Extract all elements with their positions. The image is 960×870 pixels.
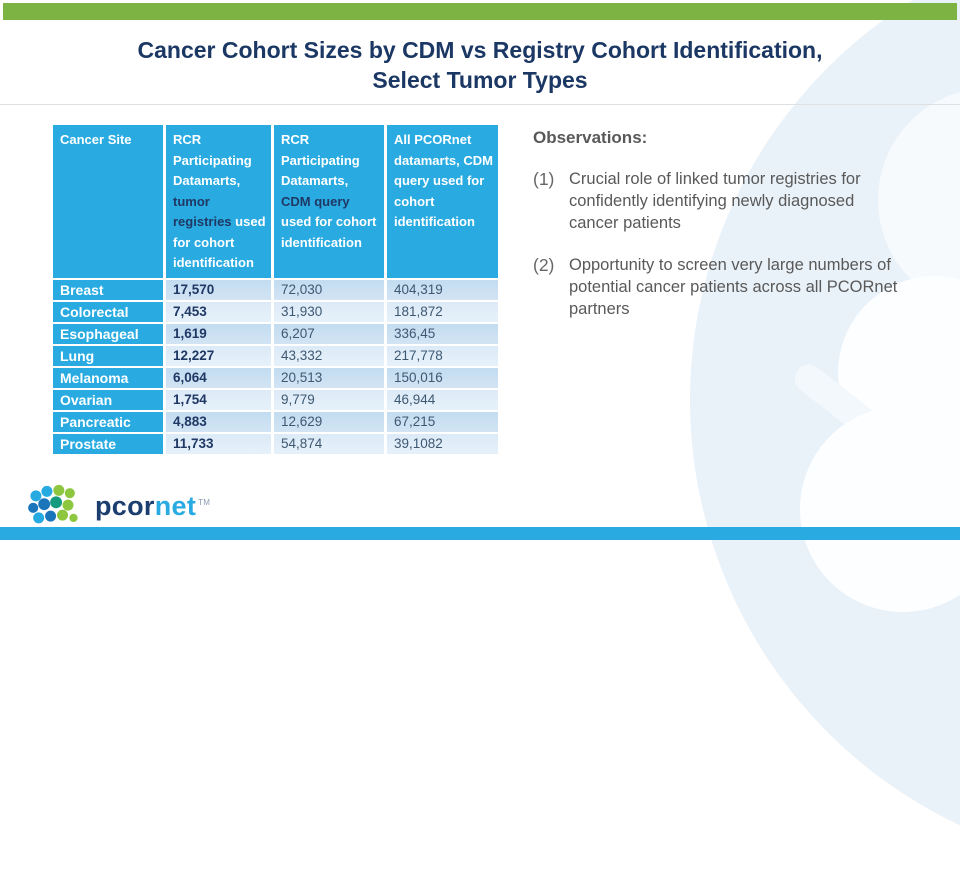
col-header-cancer-site-label: Cancer Site (60, 132, 132, 147)
observation-item-2: (2) Opportunity to screen very large num… (533, 255, 925, 320)
cell-all-pcornet-value: 181,872 (387, 301, 498, 322)
observations-panel: Observations: (1) Crucial role of linked… (533, 128, 925, 321)
col-header-rcr-registry-pre: RCR Participating Datamarts, (173, 132, 252, 188)
cell-all-pcornet-value: 39,1082 (387, 433, 498, 454)
cell-rcr-registry-value: 1,754 (166, 389, 271, 410)
cell-rcr-cdm-value: 6,207 (274, 323, 384, 344)
col-header-all-pcornet-label: All PCORnet datamarts, CDM query used fo… (394, 132, 493, 229)
table-row-site-label: Ovarian (53, 389, 163, 410)
cell-all-pcornet-value: 404,319 (387, 279, 498, 300)
table-row-site-label: Lung (53, 345, 163, 366)
cell-rcr-registry-value: 6,064 (166, 367, 271, 388)
col-header-rcr-cdm-em: CDM query (281, 193, 350, 209)
pcornet-wordmark-net: net (154, 490, 197, 521)
table-row-site-label: Colorectal (53, 301, 163, 322)
slide-title-line2: Select Tumor Types (372, 66, 588, 93)
pcornet-molecule-icon (28, 484, 78, 524)
table-row-site-label: Melanoma (53, 367, 163, 388)
cell-rcr-registry-value: 11,733 (166, 433, 271, 454)
table-row-site-label: Breast (53, 279, 163, 300)
table-row-site-label: Pancreatic (53, 411, 163, 432)
observations-title: Observations: (533, 128, 648, 147)
table-row-site-label: Prostate (53, 433, 163, 454)
slide-title-line1: Cancer Cohort Sizes by CDM vs Registry C… (137, 37, 823, 63)
cell-rcr-cdm-value: 9,779 (274, 389, 384, 410)
cell-all-pcornet-value: 46,944 (387, 389, 498, 410)
cell-rcr-cdm-value: 43,332 (274, 345, 384, 366)
col-header-rcr-cdm-post: used for cohort identification (281, 214, 377, 250)
cell-all-pcornet-value: 336,45 (387, 323, 498, 344)
cell-rcr-cdm-value: 12,629 (274, 411, 384, 432)
observation-1-number: (1) (533, 169, 555, 189)
cell-rcr-cdm-value: 72,030 (274, 279, 384, 300)
col-header-rcr-cdm-pre: RCR Participating Datamarts, (281, 132, 360, 188)
col-header-rcr-registry: RCR Participating Datamarts, tumor regis… (166, 125, 271, 278)
cell-rcr-registry-value: 12,227 (166, 345, 271, 366)
col-header-rcr-cdm: RCR Participating Datamarts, CDM query u… (274, 125, 384, 278)
cell-rcr-cdm-value: 54,874 (274, 433, 384, 454)
observation-item-1: (1) Crucial role of linked tumor registr… (533, 169, 925, 234)
observation-2-number: (2) (533, 255, 555, 276)
pcornet-logo: pcornet TM (26, 484, 210, 528)
cell-all-pcornet-value: 150,016 (387, 367, 498, 388)
cohort-table: Cancer Site RCR Participating Datamarts,… (53, 125, 498, 454)
cell-rcr-registry-value: 7,453 (166, 301, 271, 322)
title-divider-line (0, 104, 960, 105)
cell-rcr-registry-value: 1,619 (166, 323, 271, 344)
pcornet-trademark: TM (198, 497, 211, 507)
cell-rcr-cdm-value: 31,930 (274, 301, 384, 322)
col-header-rcr-registry-post: used for cohort identification (173, 214, 266, 270)
col-header-rcr-registry-em: tumor registries (173, 193, 232, 230)
pcornet-wordmark-pcor: pcor (95, 490, 155, 521)
observation-1-text: Crucial role of linked tumor registries … (569, 170, 861, 232)
col-header-all-pcornet: All PCORnet datamarts, CDM query used fo… (387, 125, 498, 278)
slide-top-accent-bar (3, 3, 957, 20)
cell-rcr-registry-value: 4,883 (166, 411, 271, 432)
cell-rcr-registry-value: 17,570 (166, 279, 271, 300)
cell-all-pcornet-value: 217,778 (387, 345, 498, 366)
col-header-cancer-site: Cancer Site (53, 125, 163, 278)
slide-bottom-accent-bar (0, 527, 960, 540)
observation-2-text: Opportunity to screen very large numbers… (569, 256, 898, 318)
cell-rcr-cdm-value: 20,513 (274, 367, 384, 388)
slide-title: Cancer Cohort Sizes by CDM vs Registry C… (40, 36, 920, 96)
cell-all-pcornet-value: 67,215 (387, 411, 498, 432)
table-row-site-label: Esophageal (53, 323, 163, 344)
pcornet-wordmark: pcornet TM (95, 491, 210, 522)
